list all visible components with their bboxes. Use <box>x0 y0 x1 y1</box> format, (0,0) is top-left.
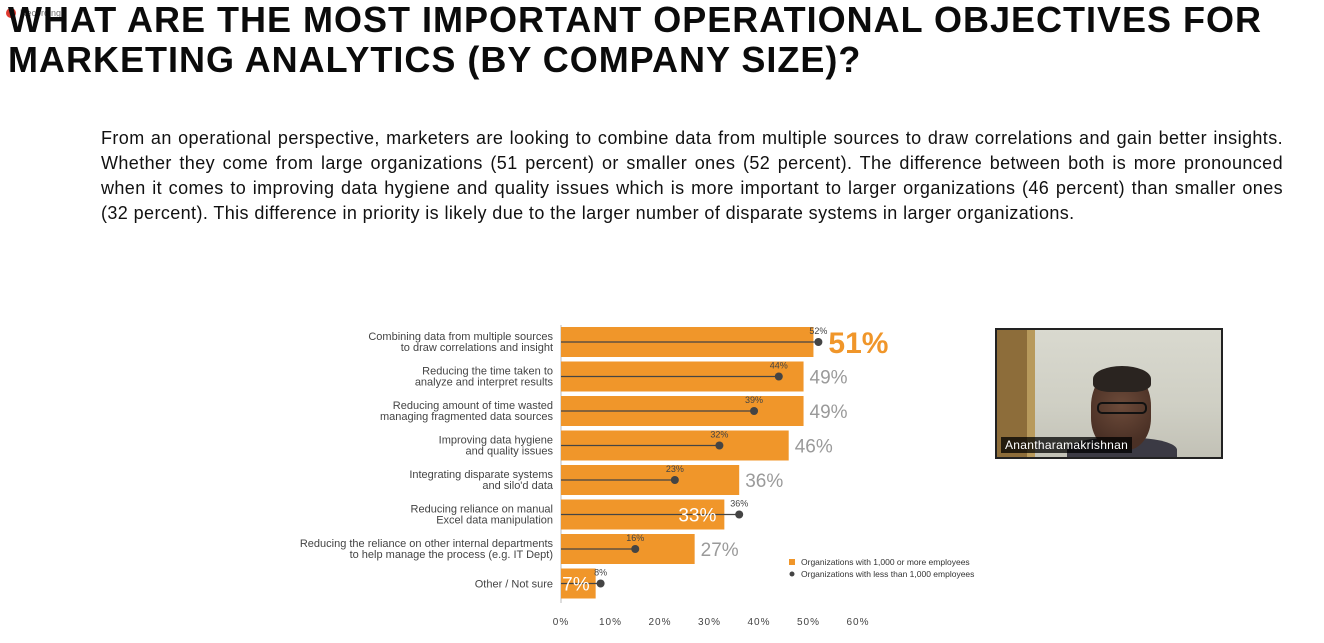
participant-video-tile[interactable]: Anantharamakrishnan <box>995 328 1223 459</box>
recording-indicator: Recording <box>6 6 61 20</box>
category-label: Reducing the time taken to analyze and in… <box>415 366 554 389</box>
data-label-small-orgs: 32% <box>710 430 728 440</box>
data-label-large-orgs: 49% <box>810 368 848 389</box>
participant-name: Anantharamakrishnan <box>1001 437 1133 453</box>
x-tick-label: 10% <box>599 617 622 628</box>
category-label: Other / Not sure <box>475 579 553 591</box>
x-tick-label: 60% <box>846 617 869 628</box>
data-label-small-orgs: 44% <box>770 361 788 371</box>
category-label: Reducing the reliance on other internal … <box>300 538 554 561</box>
category-label: Improving data hygiene and quality issues <box>439 435 554 458</box>
dot-small-orgs <box>631 545 640 553</box>
data-label-small-orgs: 8% <box>594 568 607 578</box>
dot-small-orgs <box>715 441 724 450</box>
data-label-large-orgs: 33% <box>678 506 716 527</box>
objectives-bar-chart: Combining data from multiple sources to d… <box>300 325 974 628</box>
dot-small-orgs <box>596 579 605 588</box>
category-label: Integrating disparate systems and silo'd … <box>409 469 554 492</box>
data-label-small-orgs: 52% <box>809 326 827 336</box>
video-background-wall <box>997 330 1027 457</box>
category-label: Combining data from multiple sources to d… <box>368 331 553 354</box>
data-label-small-orgs: 36% <box>730 499 748 509</box>
data-label-small-orgs: 16% <box>626 533 644 543</box>
data-label-large-orgs: 46% <box>795 437 833 458</box>
category-label: Reducing reliance on manual Excel data ma… <box>411 504 553 527</box>
video-background-frame <box>1027 330 1035 457</box>
participant-glasses <box>1097 402 1147 414</box>
data-label-small-orgs: 23% <box>666 464 684 474</box>
dot-small-orgs <box>774 372 783 381</box>
recording-label: Recording <box>20 8 62 18</box>
data-label-large-orgs: 51% <box>828 327 888 360</box>
legend-swatch-large-orgs <box>789 559 795 565</box>
data-label-large-orgs: 7% <box>562 575 590 596</box>
data-label-large-orgs: 36% <box>745 471 783 492</box>
data-label-large-orgs: 49% <box>810 402 848 423</box>
category-label: Reducing amount of time wasted managing f… <box>380 400 554 423</box>
slide-title: WHAT ARE THE MOST IMPORTANT OPERATIONAL … <box>8 0 1263 80</box>
x-tick-label: 50% <box>797 617 820 628</box>
data-label-large-orgs: 27% <box>701 540 739 561</box>
dot-small-orgs <box>670 476 679 484</box>
participant-hair <box>1093 366 1151 392</box>
x-tick-label: 30% <box>698 617 721 628</box>
legend-label-large-orgs: Organizations with 1,000 or more employe… <box>801 557 970 567</box>
dot-small-orgs <box>735 510 744 519</box>
legend-label-small-orgs: Organizations with less than 1,000 emplo… <box>801 569 974 579</box>
dot-small-orgs <box>750 407 759 415</box>
record-dot-icon <box>6 8 16 18</box>
slide-paragraph: From an operational perspective, markete… <box>101 128 1283 223</box>
x-tick-label: 0% <box>553 617 569 628</box>
x-tick-label: 40% <box>747 617 770 628</box>
x-tick-label: 20% <box>648 617 671 628</box>
dot-small-orgs <box>814 338 823 346</box>
data-label-small-orgs: 39% <box>745 395 763 405</box>
legend-swatch-small-orgs <box>789 571 795 577</box>
